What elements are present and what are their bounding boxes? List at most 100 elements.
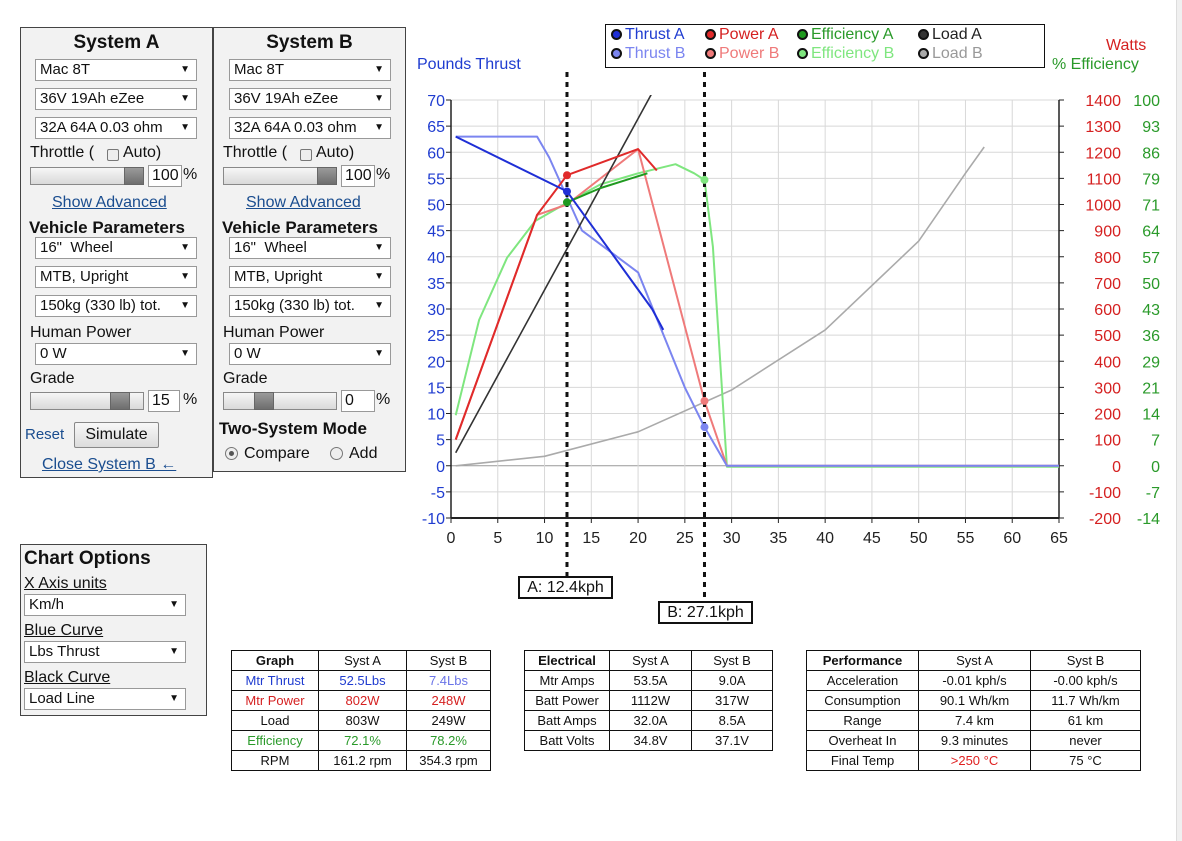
table-cell: 32.0A [609,710,692,731]
blue-curve-select[interactable]: Lbs Thrust ▼ [24,641,186,663]
system-b-grade-input[interactable]: 0 [341,390,375,412]
performance-table: Performance Syst A Syst B Acceleration -… [806,650,1141,771]
table-cell: 72.1% [318,730,407,751]
table-cell: Mtr Power [231,690,319,711]
watts-tick-label: 200 [1094,407,1121,424]
reset-link[interactable]: Reset [25,426,65,443]
system-a-throttle-slider[interactable] [30,167,144,185]
system-a-auto-checkbox[interactable] [107,149,119,161]
x-tick-label: 30 [723,530,741,547]
legend-load-b[interactable]: Load B [918,45,983,63]
system-b-controller-select[interactable]: 32A 64A 0.03 ohm ▼ [229,117,391,139]
table-header-row: Performance Syst A Syst B [806,650,1141,671]
table-cell: 1112W [609,690,692,711]
system-b-wheel-select[interactable]: 16" Wheel ▼ [229,237,391,259]
table-cell: Mtr Amps [524,670,610,691]
table-row: Efficiency 72.1% 78.2% [231,730,491,751]
marker-a-label[interactable]: A: 12.4kph [518,576,613,599]
two-system-mode-heading: Two-System Mode [219,419,367,438]
system-a-grade-thumb[interactable] [110,392,130,410]
system-a-frame-select[interactable]: MTB, Upright ▼ [35,266,197,288]
system-b-grade-thumb[interactable] [254,392,274,410]
system-b-throttle-input[interactable]: 100 [341,165,375,187]
legend-power-a[interactable]: Power A [705,26,779,44]
system-b-throttle-label: Throttle ( [223,144,288,161]
table-cell: 9.0A [691,670,773,691]
close-system-b-link[interactable]: Close System B ← [42,456,177,473]
system-a-grade-input[interactable]: 15 [148,390,180,412]
chart-series [454,95,1059,468]
watts-tick-label: 400 [1094,354,1121,371]
system-a-throttle-input[interactable]: 100 [148,165,182,187]
efficiency-tick-label: 93 [1142,119,1160,136]
system-a-motor-select[interactable]: Mac 8T ▼ [35,59,197,81]
x-tick-label: 15 [582,530,600,547]
legend-load-a[interactable]: Load A [918,26,982,44]
marker-b-label[interactable]: B: 27.1kph [658,601,753,624]
table-header: Graph [231,650,319,671]
table-cell: 61 km [1030,710,1141,731]
system-b-weight-select[interactable]: 150kg (330 lb) tot. ▼ [229,295,391,317]
system-b-show-advanced-link[interactable]: Show Advanced [246,194,361,211]
efficiency-tick-label: 71 [1142,198,1160,215]
table-cell: Load [231,710,319,731]
system-a-throttle-thumb[interactable] [124,167,144,185]
efficiency-tick-label: 36 [1142,328,1160,345]
system-a-show-advanced-link[interactable]: Show Advanced [52,194,167,211]
chevron-down-icon: ▼ [374,93,384,104]
left-tick-label: -5 [431,485,445,502]
legend-thrust-a[interactable]: Thrust A [611,26,685,44]
system-b-vehicle-params-heading: Vehicle Parameters [222,218,378,237]
table-cell: 249W [406,710,491,731]
system-a-human-power-select[interactable]: 0 W ▼ [35,343,197,365]
system-b-battery-select[interactable]: 36V 19Ah eZee ▼ [229,88,391,110]
table-cell: Consumption [806,690,919,711]
table-cell: Mtr Thrust [231,670,319,691]
system-a-controller-select[interactable]: 32A 64A 0.03 ohm ▼ [35,117,197,139]
system-b-human-power-select[interactable]: 0 W ▼ [229,343,391,365]
left-tick-label: 5 [436,433,445,450]
efficiency-a-dot-icon [797,29,808,40]
system-a-grade-label: Grade [30,370,75,387]
simulate-button[interactable]: Simulate [74,422,159,448]
legend-power-b[interactable]: Power B [705,45,779,63]
page-scrollbar-edge [1176,0,1182,841]
efficiency-tick-label: 0 [1151,459,1160,476]
table-cell: 802W [318,690,407,711]
chart-legend: Thrust A Power A Efficiency A Load A Thr… [605,24,1045,68]
efficiency-tick-label: 29 [1142,354,1160,371]
system-b-human-power-label: Human Power [223,324,325,341]
system-b-auto-checkbox[interactable] [300,149,312,161]
add-label: Add [349,445,378,462]
efficiency-tick-label: 7 [1151,433,1160,450]
compare-radio[interactable] [225,447,238,460]
system-b-throttle-slider[interactable] [223,167,337,185]
x-tick-label: 60 [1003,530,1021,547]
thrust-b-dot-icon [611,48,622,59]
black-curve-select[interactable]: Load Line ▼ [24,688,186,710]
table-cell: -0.01 kph/s [918,670,1031,691]
table-cell: 7.4 km [918,710,1031,731]
table-row: Batt Amps 32.0A 8.5A [524,710,773,731]
system-a-weight-select[interactable]: 150kg (330 lb) tot. ▼ [35,295,197,317]
left-tick-label: 20 [427,354,445,371]
system-b-throttle-thumb[interactable] [317,167,337,185]
system-a-battery-select[interactable]: 36V 19Ah eZee ▼ [35,88,197,110]
system-b-frame-select[interactable]: MTB, Upright ▼ [229,266,391,288]
chevron-down-icon: ▼ [169,599,179,610]
legend-efficiency-a[interactable]: Efficiency A [797,26,893,44]
legend-thrust-b[interactable]: Thrust B [611,45,685,63]
add-radio[interactable] [330,447,343,460]
legend-efficiency-b[interactable]: Efficiency B [797,45,894,63]
table-row: Load 803W 249W [231,710,491,731]
system-b-grade-slider[interactable] [223,392,337,410]
system-a-throttle-label: Throttle ( [30,144,95,161]
black-curve-label: Black Curve [24,669,111,686]
chevron-down-icon: ▼ [374,271,384,282]
table-cell: 52.5Lbs [318,670,407,691]
system-b-motor-select[interactable]: Mac 8T ▼ [229,59,391,81]
chevron-down-icon: ▼ [180,64,190,75]
x-axis-units-select[interactable]: Km/h ▼ [24,594,186,616]
system-a-grade-slider[interactable] [30,392,144,410]
system-a-wheel-select[interactable]: 16" Wheel ▼ [35,237,197,259]
